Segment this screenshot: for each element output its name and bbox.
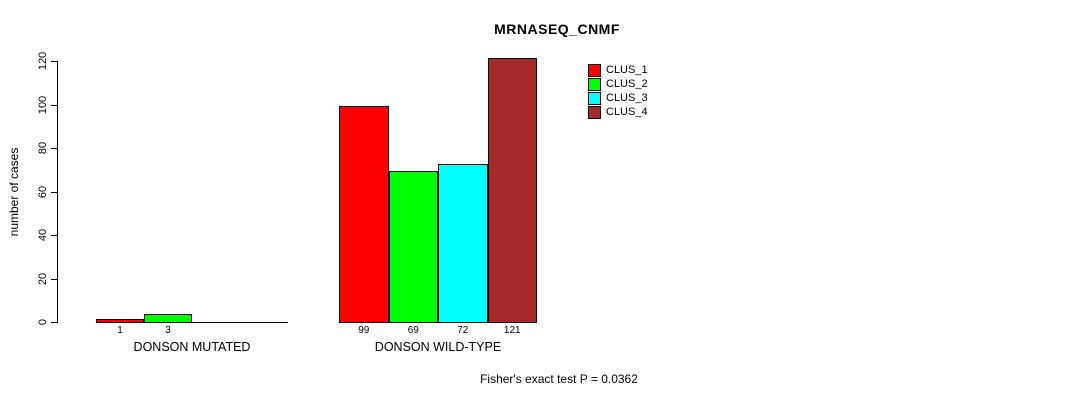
- y-axis-tick: [51, 192, 57, 193]
- y-axis-tick: [51, 148, 57, 149]
- y-axis-tick-label: 80: [37, 141, 49, 155]
- bar-donson-wild-type-clus-1: [339, 106, 389, 323]
- legend-item-clus-1: CLUS_1: [588, 63, 648, 77]
- y-axis-tick-label: 0: [37, 318, 49, 326]
- legend-swatch-clus-3: [588, 91, 601, 105]
- bar-donson-mutated-clus-2: [144, 314, 192, 323]
- bar-value-label: 72: [457, 325, 469, 336]
- y-axis-tick: [51, 279, 57, 280]
- legend-item-clus-3: CLUS_3: [588, 91, 648, 105]
- bar-value-label: 99: [358, 325, 370, 336]
- y-axis-tick: [51, 322, 57, 323]
- bar-value-label: 69: [407, 325, 419, 336]
- legend-swatch-clus-4: [588, 105, 601, 119]
- y-axis-tick-label: 60: [37, 185, 49, 199]
- group-label-donson-wild-type: DONSON WILD-TYPE: [374, 340, 502, 354]
- y-axis-tick-label: 120: [37, 51, 49, 71]
- y-axis-tick: [51, 235, 57, 236]
- y-axis-tick-label: 20: [37, 272, 49, 286]
- bar-donson-wild-type-clus-2: [388, 171, 438, 323]
- y-axis-tick: [51, 105, 57, 106]
- y-axis-tick: [51, 61, 57, 62]
- bar-value-label: 121: [503, 325, 521, 336]
- bar-donson-wild-type-clus-3: [438, 164, 488, 323]
- legend-swatch-clus-1: [588, 63, 601, 77]
- legend-label: CLUS_1: [606, 64, 648, 76]
- legend-swatch-clus-2: [588, 77, 601, 91]
- y-axis-tick-label: 100: [37, 95, 49, 115]
- group-baseline: [96, 322, 288, 323]
- bar-value-label: 1: [117, 325, 123, 336]
- y-axis-tick-label: 40: [37, 228, 49, 242]
- legend-item-clus-4: CLUS_4: [588, 105, 648, 119]
- bar-value-label: 3: [165, 325, 171, 336]
- legend-item-clus-2: CLUS_2: [588, 77, 648, 91]
- legend-label: CLUS_2: [606, 78, 648, 90]
- group-label-donson-mutated: DONSON MUTATED: [133, 340, 251, 354]
- legend-label: CLUS_4: [606, 106, 648, 118]
- bar-donson-mutated-clus-1: [96, 319, 144, 323]
- y-axis-line: [57, 61, 58, 323]
- legend-label: CLUS_3: [606, 92, 648, 104]
- chart-title: MRNASEQ_CNMF: [494, 21, 620, 37]
- annotation-fisher-p-value: Fisher's exact test P = 0.0362: [480, 372, 638, 386]
- bar-donson-wild-type-clus-4: [487, 58, 537, 323]
- legend: CLUS_1 CLUS_2 CLUS_3 CLUS_4: [588, 63, 648, 119]
